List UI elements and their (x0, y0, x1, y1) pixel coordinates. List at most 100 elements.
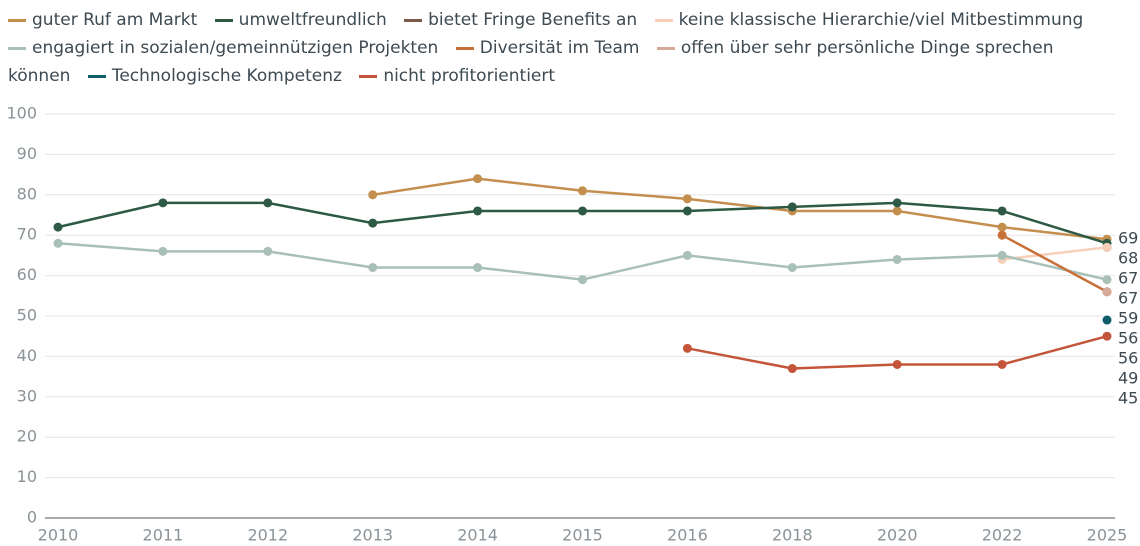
point (368, 263, 378, 273)
legend: guter Ruf am Markt umweltfreundlich biet… (8, 6, 1118, 90)
y-tick-label: 0 (27, 508, 37, 527)
point (263, 198, 273, 208)
point (997, 206, 1007, 216)
legend-label: engagiert in sozialen/gemeinnützigen Pro… (32, 38, 439, 58)
legend-swatch (87, 74, 106, 78)
point (578, 206, 587, 216)
legend-swatch (214, 18, 233, 22)
legend-entry: nicht profitorientiert (359, 66, 555, 86)
legend-swatch (8, 46, 26, 50)
series-line (57, 242, 1108, 281)
point (997, 359, 1007, 369)
series-line (1001, 234, 1108, 293)
point (368, 190, 378, 200)
point (1102, 242, 1112, 252)
x-tick-label: 2011 (143, 526, 184, 545)
point (578, 275, 587, 285)
y-tick-label: 10 (17, 467, 37, 486)
point (53, 222, 63, 232)
end-label: 67 (1118, 289, 1138, 308)
legend-swatch (656, 46, 675, 50)
y-tick-label: 90 (17, 144, 37, 163)
x-tick-label: 2015 (562, 526, 603, 545)
y-tick-label: 100 (6, 104, 37, 123)
legend-entry: Technologische Kompetenz (87, 66, 342, 86)
legend-entry: bietet Fringe Benefits an (404, 10, 637, 30)
point (682, 206, 692, 216)
y-tick-label: 30 (17, 386, 37, 405)
x-tick-label: 2020 (877, 526, 918, 545)
x-tick-label: 2018 (772, 526, 813, 545)
legend-label: bietet Fringe Benefits an (428, 10, 638, 30)
end-label: 68 (1118, 249, 1138, 268)
point (787, 364, 797, 374)
point (892, 359, 902, 369)
point (158, 198, 168, 208)
legend-label: offen über sehr persönliche Dinge sprech… (8, 38, 1054, 86)
y-tick-label: 80 (17, 184, 37, 203)
y-tick-label: 50 (17, 306, 37, 325)
legend-swatch (8, 18, 26, 22)
x-tick-label: 2014 (457, 526, 498, 545)
legend-label: Diversität im Team (479, 38, 640, 58)
point (682, 194, 692, 204)
y-tick-label: 40 (17, 346, 37, 365)
point (1102, 315, 1112, 325)
legend-swatch (359, 74, 378, 78)
end-label: 67 (1118, 269, 1138, 288)
point (682, 250, 692, 260)
x-tick-label: 2010 (38, 526, 79, 545)
point (263, 246, 273, 256)
legend-entry: umweltfreundlich (214, 10, 387, 30)
point (997, 230, 1007, 240)
legend-swatch (455, 46, 474, 50)
end-label: 49 (1118, 369, 1138, 388)
point (892, 206, 902, 216)
point (158, 246, 168, 256)
legend-label: umweltfreundlich (238, 10, 387, 30)
point (892, 198, 902, 208)
point (1102, 287, 1112, 297)
point (1102, 275, 1112, 285)
point (1102, 331, 1112, 341)
point (473, 174, 483, 184)
point (997, 222, 1007, 232)
end-label: 56 (1118, 329, 1138, 348)
point (53, 238, 63, 248)
end-label: 59 (1118, 309, 1138, 328)
legend-entry: guter Ruf am Markt (8, 10, 197, 30)
legend-label: nicht profitorientiert (383, 66, 556, 86)
y-tick-label: 20 (17, 427, 37, 446)
legend-label: Technologische Kompetenz (111, 66, 342, 86)
x-tick-label: 2012 (247, 526, 288, 545)
point (997, 250, 1007, 260)
x-tick-label: 2022 (982, 526, 1023, 545)
end-label: 45 (1118, 389, 1138, 408)
legend-entry: Diversität im Team (455, 38, 640, 58)
x-tick-label: 2016 (667, 526, 708, 545)
series-line (1001, 246, 1108, 261)
legend-entry: engagiert in sozialen/gemeinnützigen Pro… (8, 38, 438, 58)
point (892, 254, 902, 264)
end-label: 56 (1118, 349, 1138, 368)
point (473, 263, 483, 273)
y-tick-label: 60 (17, 265, 37, 284)
legend-entry: keine klassische Hierarchie/viel Mitbest… (654, 10, 1083, 30)
point (368, 218, 378, 228)
point (473, 206, 483, 216)
legend-swatch (654, 18, 673, 22)
legend-entry: offen über sehr persönliche Dinge sprech… (8, 38, 1054, 86)
x-tick-label: 2025 (1087, 526, 1128, 545)
legend-swatch (404, 18, 423, 22)
legend-label: guter Ruf am Markt (32, 10, 198, 30)
end-label: 69 (1118, 229, 1138, 248)
y-tick-label: 70 (17, 225, 37, 244)
point (578, 186, 587, 196)
point (787, 263, 797, 273)
point (787, 202, 797, 212)
series-line (372, 177, 1108, 241)
point (682, 343, 692, 353)
x-tick-label: 2013 (352, 526, 393, 545)
